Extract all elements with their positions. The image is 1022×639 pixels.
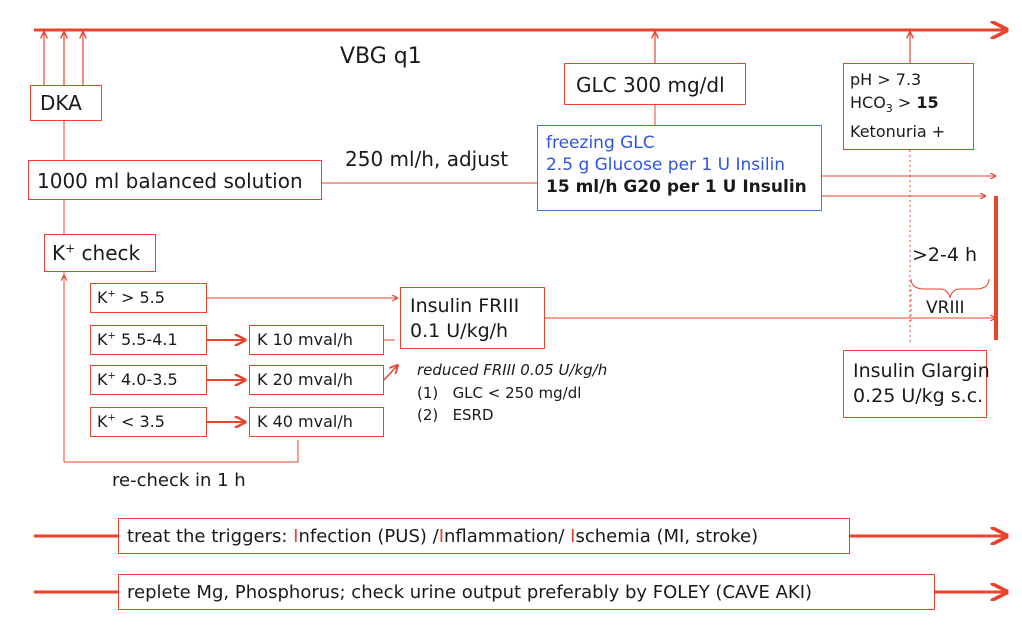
k-level-1-sup: + bbox=[107, 288, 116, 300]
triggers-t3: schemia (MI, stroke) bbox=[575, 526, 759, 547]
triggers-t1: nfection (PUS) / bbox=[298, 526, 439, 547]
hco3-val: 15 bbox=[916, 93, 939, 112]
k-dose-40: K 40 mval/h bbox=[249, 407, 384, 437]
reduced-item-2: (2) ESRD bbox=[417, 406, 494, 424]
reduced-item-1-num: (1) bbox=[417, 384, 439, 402]
duration-label: >2-4 h bbox=[912, 244, 978, 266]
k-check-rest: check bbox=[75, 241, 141, 265]
friii-line-1: Insulin FRIII bbox=[410, 295, 520, 317]
k-dose-10-label: K 10 mval/h bbox=[257, 330, 353, 349]
k-dose-20: K 20 mval/h bbox=[249, 365, 384, 395]
friii-line-2: 0.1 U/kg/h bbox=[410, 320, 509, 342]
recheck-loop bbox=[64, 440, 299, 463]
vbg-title: VBG q1 bbox=[340, 44, 422, 69]
resolution-keto: Ketonuria + bbox=[850, 122, 946, 142]
resolution-hco3: HCO3 > 15 bbox=[850, 91, 973, 120]
triggers-box: treat the triggers: Infection (PUS) /Inf… bbox=[118, 518, 850, 554]
freezing-line-1: freezing GLC bbox=[546, 133, 655, 153]
k-level-1-k: K bbox=[97, 288, 108, 307]
replete-box: replete Mg, Phosphorus; check urine outp… bbox=[118, 574, 935, 610]
k-level-4-text: < 3.5 bbox=[115, 412, 165, 431]
k-level-3-k: K bbox=[97, 370, 108, 389]
freezing-line-3: 15 ml/h G20 per 1 U Insulin bbox=[546, 177, 807, 197]
k-level-2-text: 5.5-4.1 bbox=[115, 330, 178, 349]
resolution-box: pH > 7.3 HCO3 > 15 Ketonuria + bbox=[843, 63, 974, 150]
reduced-item-1: (1) GLC < 250 mg/dl bbox=[417, 384, 581, 402]
k20-to-friii bbox=[383, 366, 397, 381]
k-level-4: K+ < 3.5 bbox=[90, 407, 207, 437]
recheck-label: re-check in 1 h bbox=[112, 470, 246, 491]
k-level-2-sup: + bbox=[107, 330, 116, 342]
k-dose-10: K 10 mval/h bbox=[249, 325, 384, 355]
fluid-box: 1000 ml balanced solution bbox=[28, 160, 322, 200]
hco3-sub: 3 bbox=[885, 102, 893, 116]
dka-label: DKA bbox=[40, 91, 82, 115]
reduced-item-1-text: GLC < 250 mg/dl bbox=[452, 384, 582, 402]
resolution-ph: pH > 7.3 bbox=[850, 70, 922, 89]
duration-brace bbox=[910, 278, 990, 299]
triggers-t2: nflammation/ bbox=[444, 526, 571, 547]
friii-box: Insulin FRIII 0.1 U/kg/h bbox=[400, 287, 545, 349]
k-level-2-k: K bbox=[97, 330, 108, 349]
k-dose-40-label: K 40 mval/h bbox=[257, 412, 353, 431]
k-level-2: K+ 5.5-4.1 bbox=[90, 325, 207, 355]
hco3-op: > bbox=[892, 93, 917, 112]
glargin-line-2: 0.25 U/kg s.c. bbox=[853, 385, 984, 407]
k-level-3-sup: + bbox=[107, 370, 116, 382]
fluid-rate-label: 250 ml/h, adjust bbox=[345, 147, 509, 171]
k-level-1: K+ > 5.5 bbox=[90, 283, 207, 313]
glargin-line-1: Insulin Glargin bbox=[853, 360, 990, 382]
freezing-line-2: 2.5 g Glucose per 1 U Insilin bbox=[546, 155, 786, 175]
glc-box: GLC 300 mg/dl bbox=[564, 63, 746, 105]
dka-box: DKA bbox=[30, 85, 102, 121]
freezing-box: freezing GLC 2.5 g Glucose per 1 U Insil… bbox=[537, 125, 822, 211]
reduced-item-2-num: (2) bbox=[417, 406, 439, 424]
k-check-k: K bbox=[52, 241, 66, 265]
triggers-i2: I bbox=[438, 526, 444, 547]
k-level-1-text: > 5.5 bbox=[115, 288, 165, 307]
fluid-label: 1000 ml balanced solution bbox=[37, 169, 303, 193]
k-level-4-sup: + bbox=[107, 412, 116, 424]
k-dose-20-label: K 20 mval/h bbox=[257, 370, 353, 389]
replete-label: replete Mg, Phosphorus; check urine outp… bbox=[127, 582, 813, 603]
reduced-title: reduced FRIII 0.05 U/kg/h bbox=[417, 361, 608, 379]
triggers-pre: treat the triggers: bbox=[127, 526, 294, 547]
reduced-item-2-text: ESRD bbox=[452, 406, 494, 424]
glc-label: GLC 300 mg/dl bbox=[576, 73, 725, 97]
triggers-i1: I bbox=[293, 526, 299, 547]
k-check-sup: + bbox=[65, 241, 76, 256]
glargin-box: Insulin Glargin 0.25 U/kg s.c. bbox=[843, 350, 990, 418]
k-level-3: K+ 4.0-3.5 bbox=[90, 365, 207, 395]
triggers-i3: I bbox=[570, 526, 576, 547]
vriii-label: VRIII bbox=[926, 298, 965, 318]
k-check-box: K+ check bbox=[44, 234, 156, 272]
k-level-4-k: K bbox=[97, 412, 108, 431]
hco3-prefix: HCO bbox=[850, 93, 886, 112]
k-level-3-text: 4.0-3.5 bbox=[115, 370, 178, 389]
